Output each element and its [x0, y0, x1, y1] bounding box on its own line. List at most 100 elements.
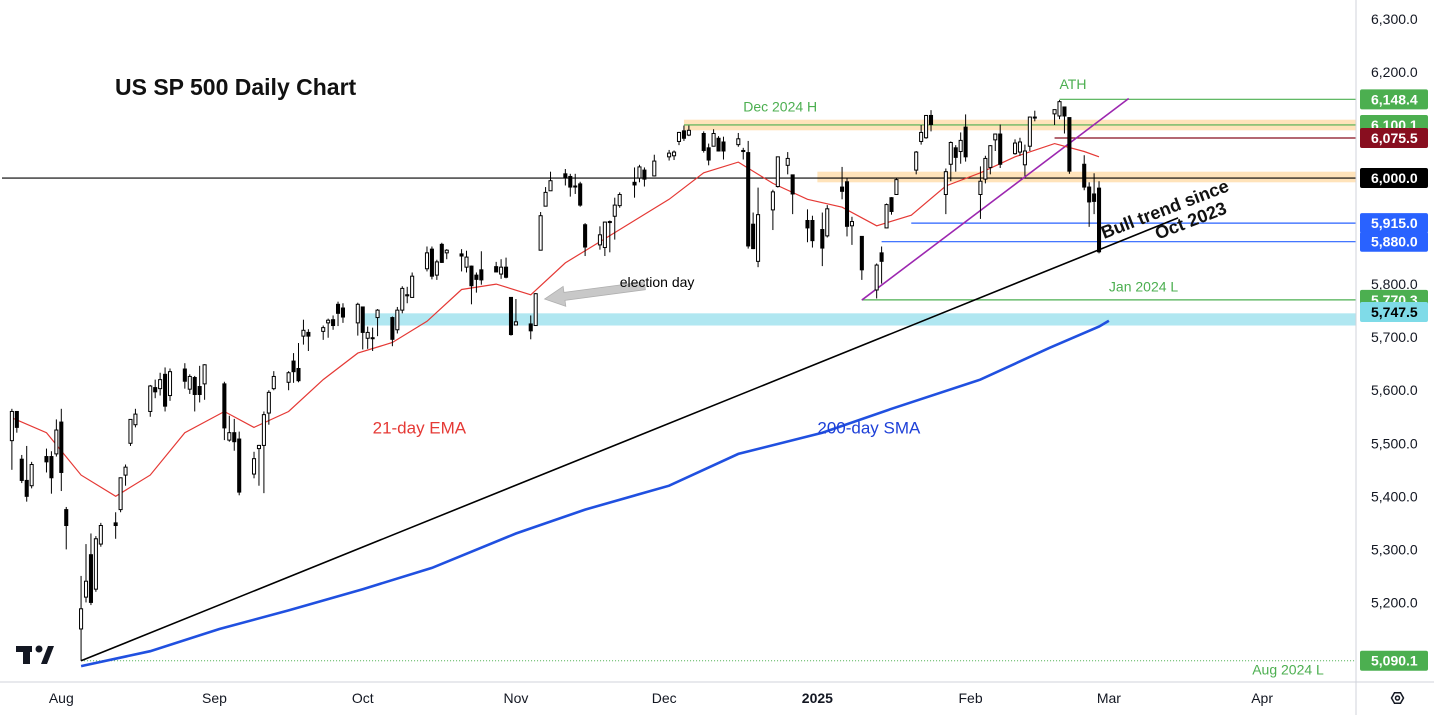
candle-body — [340, 307, 346, 318]
candle-body — [439, 243, 444, 263]
candle — [148, 384, 153, 417]
price-label-text: 5,880.0 — [1371, 234, 1418, 250]
candle-body — [128, 418, 133, 444]
price-tick-label: 5,700.0 — [1371, 329, 1418, 345]
candle — [429, 246, 434, 280]
candle-body — [672, 151, 677, 157]
settings-hexagon-icon[interactable] — [1390, 692, 1405, 704]
candle-body — [187, 375, 192, 390]
candle-body — [360, 306, 365, 333]
candle-body — [335, 303, 341, 314]
candle — [83, 544, 89, 603]
candle — [775, 156, 780, 188]
price-label-bg — [1360, 128, 1428, 149]
price-label-badge: 6,000.0 — [1360, 168, 1428, 189]
candle — [395, 306, 400, 334]
price-tick-label: 5,300.0 — [1371, 541, 1418, 557]
candle — [227, 415, 232, 442]
candle — [167, 368, 173, 401]
candle — [504, 257, 509, 279]
candle-body — [429, 248, 434, 277]
price-label-badge: 6,148.4 — [1360, 89, 1428, 110]
candle — [1092, 173, 1097, 215]
price-label-bg — [1360, 168, 1428, 189]
candle-body — [1022, 150, 1027, 166]
candle-body — [607, 221, 612, 224]
candle-body — [237, 438, 242, 493]
candle-body — [844, 181, 850, 227]
candle-body — [736, 138, 741, 146]
candle — [1087, 182, 1092, 227]
candle — [44, 448, 49, 473]
candle — [958, 132, 963, 164]
candle-body — [227, 432, 232, 441]
candle-body — [583, 224, 588, 248]
candle — [499, 259, 504, 279]
candle-body — [365, 331, 370, 339]
candle — [286, 371, 291, 391]
candle — [790, 174, 795, 215]
candle-body — [998, 133, 1003, 165]
candle — [884, 203, 889, 229]
candle-body — [538, 215, 543, 251]
candle — [914, 151, 919, 175]
candle — [632, 167, 637, 198]
candle-body — [1082, 163, 1087, 188]
candle-body — [44, 456, 49, 463]
candle-body — [716, 137, 721, 152]
candle — [474, 272, 479, 293]
candle — [256, 444, 261, 486]
candle-body — [405, 294, 410, 297]
candle — [232, 418, 237, 451]
annotation-label: 200-day SMA — [817, 419, 921, 438]
candle — [251, 451, 257, 479]
candle — [770, 189, 775, 231]
candle — [79, 575, 84, 661]
candle — [123, 464, 128, 486]
candle — [296, 343, 301, 383]
candle — [948, 141, 953, 182]
candle — [24, 445, 29, 502]
candle — [469, 265, 474, 305]
candle — [642, 167, 647, 187]
candle — [874, 263, 879, 299]
candle — [237, 431, 242, 496]
candle — [326, 318, 331, 338]
price-label-bg — [1360, 89, 1428, 110]
candle — [1017, 137, 1023, 156]
candle — [54, 419, 59, 457]
candle-body — [54, 429, 59, 455]
candle — [153, 379, 158, 399]
candle — [19, 454, 24, 484]
candle-body — [251, 458, 257, 475]
candle-body — [1092, 193, 1097, 202]
candle — [182, 363, 187, 389]
candle — [756, 187, 761, 268]
time-tick-label: Aug — [49, 690, 74, 706]
candle — [1057, 100, 1062, 120]
price-label-badge: 5,915.0 — [1360, 213, 1428, 234]
candle — [701, 131, 706, 153]
candle-body — [928, 114, 934, 125]
candle-body — [652, 160, 657, 177]
candle-body — [993, 133, 998, 141]
candle — [306, 329, 311, 351]
time-tick-label: Feb — [958, 690, 982, 706]
candle — [291, 353, 296, 383]
ema21-line — [11, 142, 1100, 498]
candle-body — [701, 132, 706, 151]
candle — [360, 306, 365, 350]
candle — [301, 319, 306, 345]
price-tick-label: 5,200.0 — [1371, 594, 1418, 610]
price-tick-label: 5,800.0 — [1371, 276, 1418, 292]
annotation-label: Dec 2024 H — [743, 99, 817, 115]
candle-body — [306, 331, 311, 337]
candle — [405, 286, 410, 304]
candle-body — [59, 421, 64, 473]
candle-body — [1052, 109, 1057, 115]
candle-body — [983, 157, 988, 180]
candle-body — [513, 321, 518, 326]
candle — [439, 242, 444, 263]
candle-body — [914, 151, 919, 171]
